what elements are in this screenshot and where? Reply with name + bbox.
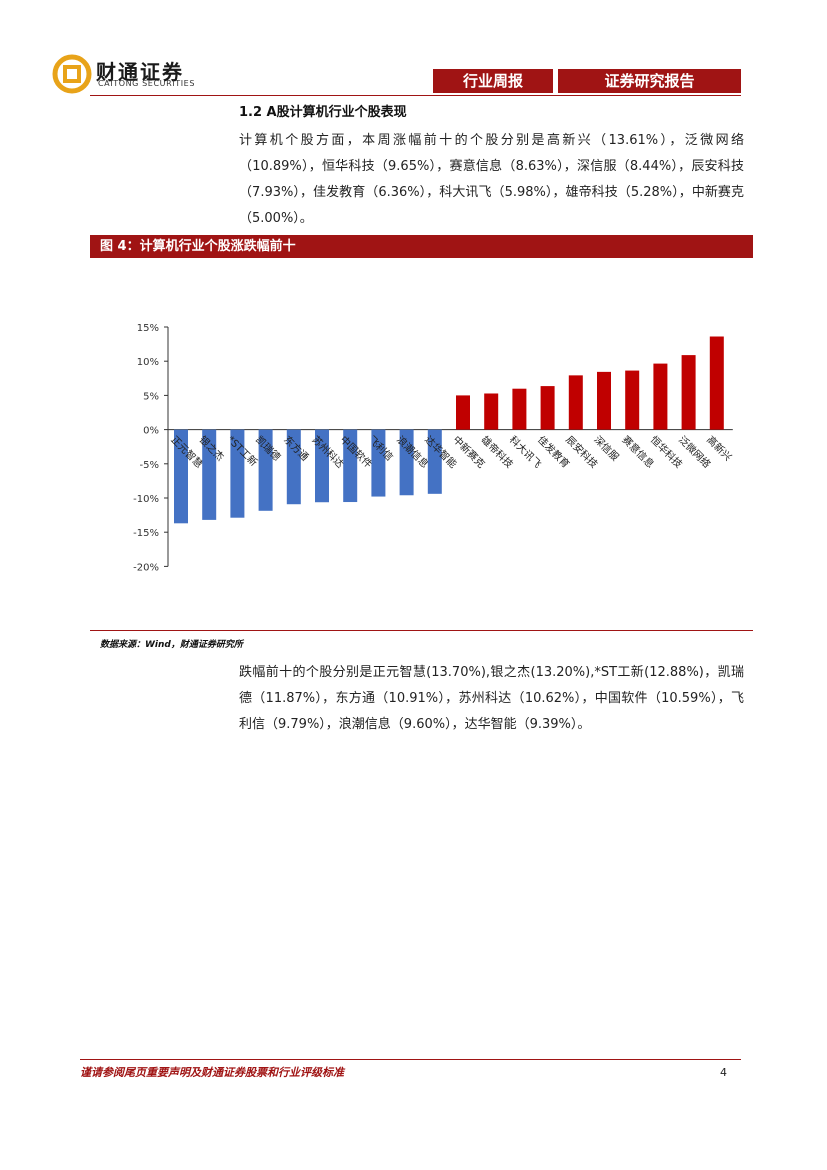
bar-negative bbox=[202, 429, 217, 520]
bar-negative bbox=[230, 429, 245, 518]
bar-negative bbox=[343, 429, 358, 503]
y-tick-label: 5% bbox=[143, 391, 159, 402]
y-tick-label: -5% bbox=[140, 460, 159, 471]
bar-positive bbox=[597, 371, 611, 430]
report-category-tab: 证券研究报告 bbox=[558, 69, 741, 93]
bar-negative bbox=[371, 429, 386, 497]
logo-subtitle: CAITONG SECURITIES bbox=[98, 79, 195, 88]
paragraph-gainers: 计算机个股方面，本周涨幅前十的个股分别是高新兴（13.61%），泛微网络（10.… bbox=[239, 133, 744, 226]
data-source: 数据来源：Wind，财通证券研究所 bbox=[100, 640, 243, 650]
bar-positive bbox=[568, 375, 583, 430]
bar-positive bbox=[681, 355, 696, 430]
header-divider bbox=[90, 95, 741, 96]
bar-positive bbox=[709, 336, 724, 430]
bar-positive bbox=[625, 370, 640, 430]
bar-positive bbox=[512, 388, 527, 430]
company-logo: 财通证券 CAITONG SECURITIES bbox=[52, 52, 212, 96]
figure-divider bbox=[90, 630, 753, 631]
bar-negative bbox=[427, 429, 442, 494]
y-tick-label: -20% bbox=[133, 562, 159, 573]
bar-negative bbox=[174, 429, 188, 524]
report-type-tab: 行业周报 bbox=[433, 69, 553, 93]
bar-negative bbox=[258, 429, 273, 511]
logo-name: 财通证券 bbox=[96, 60, 184, 84]
y-tick-label: 10% bbox=[137, 357, 159, 368]
y-tick-label: 15% bbox=[137, 323, 159, 334]
bar-negative bbox=[286, 429, 301, 505]
bar-negative bbox=[315, 429, 329, 503]
page-number: 4 bbox=[720, 1066, 727, 1079]
section-title: 1.2 A股计算机行业个股表现 bbox=[239, 105, 407, 120]
bar-positive bbox=[540, 386, 555, 430]
logo-coin-icon bbox=[52, 54, 92, 94]
bar-negative bbox=[399, 429, 414, 496]
y-tick-label: -15% bbox=[133, 528, 159, 539]
y-tick-label: -10% bbox=[133, 494, 159, 505]
bar-positive bbox=[456, 395, 470, 430]
bar-positive bbox=[484, 393, 499, 430]
y-tick-label: 0% bbox=[143, 426, 159, 437]
paragraph-losers: 跌幅前十的个股分别是正元智慧(13.70%),银之杰(13.20%),*ST工新… bbox=[239, 665, 744, 732]
footer-divider bbox=[80, 1059, 741, 1060]
footer-disclaimer: 谨请参阅尾页重要声明及财通证券股票和行业评级标准 bbox=[80, 1066, 344, 1079]
bar-positive bbox=[653, 363, 668, 430]
figure-title: 图 4：计算机行业个股涨跌幅前十 bbox=[90, 235, 753, 258]
